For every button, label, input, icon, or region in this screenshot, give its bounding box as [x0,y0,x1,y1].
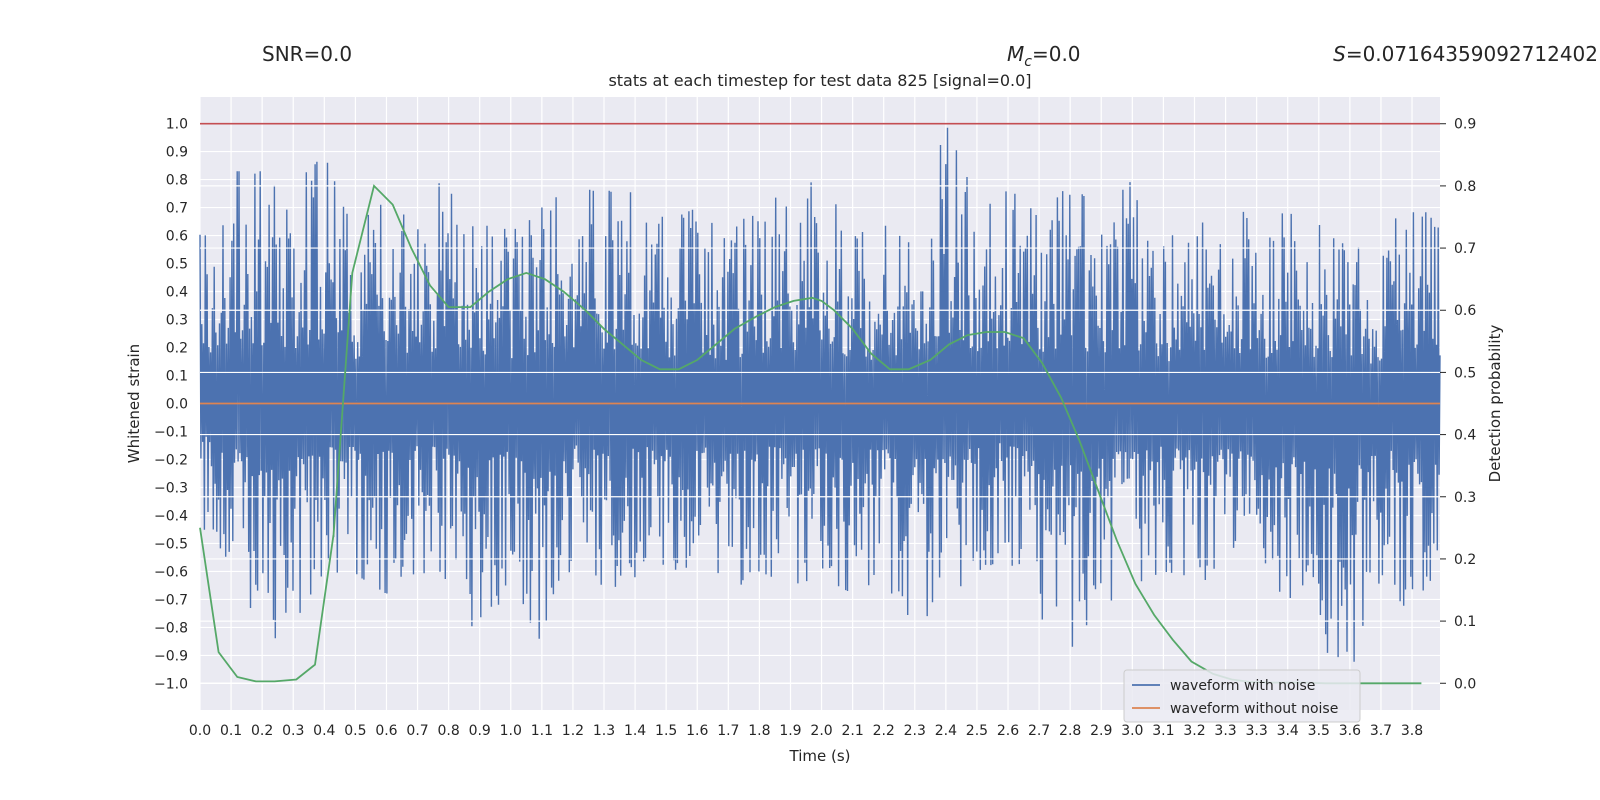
x-tick-label: 0.9 [469,723,491,739]
x-tick-label: 3.7 [1370,723,1392,739]
y-tick-label: −0.2 [154,452,188,468]
x-tick-label: 2.1 [841,723,863,739]
y-tick-label: −0.5 [154,536,188,552]
y-tick-label: −0.8 [154,620,188,636]
x-tick-label: 1.6 [686,723,708,739]
y2-tick-label: 0.3 [1454,490,1476,506]
x-tick-label: 2.6 [997,723,1019,739]
y2-tick-label: 0.1 [1454,614,1476,630]
x-tick-label: 2.0 [810,723,832,739]
y-tick-label: −1.0 [154,676,188,692]
y-tick-label: −0.4 [154,508,188,524]
y-tick-label: 0.5 [166,257,188,273]
x-tick-label: 3.2 [1183,723,1205,739]
x-tick-label: 0.0 [189,723,211,739]
x-tick-label: 1.5 [655,723,677,739]
chart-title: stats at each timestep for test data 825… [608,71,1032,90]
x-tick-label: 1.8 [748,723,770,739]
x-tick-label: 3.1 [1152,723,1174,739]
y-tick-label: 0.2 [166,341,188,357]
x-tick-label: 2.8 [1059,723,1081,739]
x-tick-label: 0.4 [313,723,335,739]
y-tick-label: 1.0 [166,117,188,133]
legend-label: waveform with noise [1170,678,1315,694]
x-tick-label: 2.3 [904,723,926,739]
y-tick-label: 0.8 [166,173,188,189]
series-waveform-with-noise [199,127,1441,662]
y-axis-label: Whitened strain [125,344,143,463]
x-tick-label: 2.7 [1028,723,1050,739]
score-annotation: S=0.07164359092712402 [1333,40,1598,68]
x-tick-label: 3.6 [1339,723,1361,739]
x-tick-label: 2.4 [935,723,957,739]
y2-tick-label: 0.7 [1454,241,1476,257]
y-tick-label: −0.6 [154,564,188,580]
x-tick-label: 2.9 [1090,723,1112,739]
y-tick-label: −0.1 [154,424,188,440]
x-tick-label: 3.3 [1246,723,1268,739]
x-tick-label: 0.2 [251,723,273,739]
y-tick-label: 0.3 [166,313,188,329]
axes: 0.0 0.1 0.2 0.3 0.4 0.5 0.6 0.7 0.8 0.9 1.0 1.1 1.2 1… [125,117,1504,765]
legend: waveform with noise waveform without nois… [1123,669,1361,723]
x-tick-label: 3.3 [1214,723,1236,739]
y-tick-label: 0.6 [166,229,188,245]
x-axis-label: Time (s) [789,747,851,765]
x-tick-label: 0.3 [282,723,304,739]
y-tick-label: 0.7 [166,201,188,217]
x-tick-label: 0.1 [220,723,242,739]
y2-tick-label: 0.5 [1454,365,1476,381]
y-tick-label: 0.9 [166,145,188,161]
mc-value: =0.0 [1031,42,1081,66]
x-tick-label: 2.5 [966,723,988,739]
y2-axis-label: Detection probability [1486,325,1504,483]
y2-tick-label: 0.2 [1454,552,1476,568]
chirp-mass-annotation: Mc=0.0 [1007,40,1081,76]
x-tick-label: 3.8 [1401,723,1423,739]
x-tick-label: 0.5 [344,723,366,739]
x-tick-label: 0.6 [375,723,397,739]
x-tick-label: 1.1 [531,723,553,739]
x-tick-label: 1.3 [593,723,615,739]
s-value: =0.07164359092712402 [1345,42,1598,66]
y-tick-label: −0.3 [154,480,188,496]
x-tick-label: 1.9 [779,723,801,739]
x-tick-label: 3.4 [1277,723,1299,739]
x-tick-label: 1.0 [500,723,522,739]
legend-box [1123,669,1361,723]
y2-tick-label: 0.4 [1454,428,1476,444]
x-tick-label: 1.7 [717,723,739,739]
x-tick-label: 1.4 [624,723,646,739]
x-tick-label: 1.2 [562,723,584,739]
y-tick-label: 0.0 [166,397,188,413]
mc-subscript: c [1024,54,1032,70]
x-tick-label: 0.8 [437,723,459,739]
y2-tick-label: 0.9 [1454,117,1476,133]
x-tick-label: 0.7 [406,723,428,739]
x-tick-label: 3.0 [1121,723,1143,739]
s-symbol: S [1333,42,1346,66]
waveform-with-noise-line [199,127,1441,662]
mc-symbol: M [1007,42,1025,66]
y-tick-label: −0.9 [154,648,188,664]
y2-tick-label: 0.6 [1454,303,1476,319]
y-tick-label: 0.1 [166,369,188,385]
y-tick-label: −0.7 [154,592,188,608]
y-tick-label: 0.4 [166,285,188,301]
y2-tick-label: 0.8 [1454,179,1476,195]
legend-label: waveform without noise [1170,701,1338,717]
x-tick-label: 2.2 [873,723,895,739]
y2-tick-label: 0.0 [1454,676,1476,692]
snr-annotation: SNR=0.0 [262,42,353,66]
x-tick-label: 3.5 [1308,723,1330,739]
